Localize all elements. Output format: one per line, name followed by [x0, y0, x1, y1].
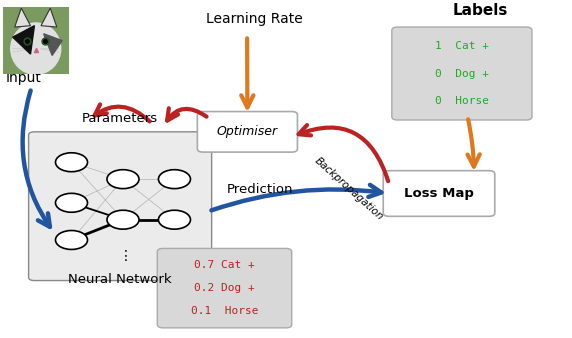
Text: Loss Map: Loss Map: [404, 187, 474, 200]
Polygon shape: [43, 34, 62, 55]
Circle shape: [158, 170, 190, 189]
FancyBboxPatch shape: [197, 112, 297, 152]
Circle shape: [158, 210, 190, 229]
Text: Learning Rate: Learning Rate: [206, 11, 303, 26]
Circle shape: [55, 231, 88, 249]
Text: 0.1  Horse: 0.1 Horse: [190, 307, 259, 316]
Circle shape: [55, 193, 88, 212]
Circle shape: [107, 210, 139, 229]
FancyBboxPatch shape: [3, 7, 69, 74]
Text: $\vdots$: $\vdots$: [118, 248, 128, 263]
FancyBboxPatch shape: [157, 248, 292, 328]
Text: 0.2 Dog +: 0.2 Dog +: [194, 283, 255, 293]
Text: 0  Dog +: 0 Dog +: [435, 69, 489, 78]
Circle shape: [11, 23, 61, 74]
Text: Parameters: Parameters: [82, 112, 158, 125]
Polygon shape: [41, 8, 57, 27]
FancyBboxPatch shape: [383, 171, 495, 216]
Polygon shape: [13, 26, 34, 54]
Text: 1  Cat +: 1 Cat +: [435, 41, 489, 51]
Text: Backpropagation: Backpropagation: [313, 156, 385, 223]
Circle shape: [55, 153, 88, 172]
Circle shape: [107, 170, 139, 189]
FancyBboxPatch shape: [392, 27, 532, 120]
Polygon shape: [15, 8, 30, 27]
Text: Neural Network: Neural Network: [68, 273, 172, 286]
Text: Input: Input: [6, 71, 42, 85]
FancyBboxPatch shape: [29, 132, 212, 281]
Text: 0.7 Cat +: 0.7 Cat +: [194, 260, 255, 270]
Text: Labels: Labels: [453, 3, 508, 18]
Text: 0  Horse: 0 Horse: [435, 96, 489, 106]
Text: Prediction: Prediction: [227, 183, 293, 196]
Text: Optimiser: Optimiser: [217, 125, 278, 138]
